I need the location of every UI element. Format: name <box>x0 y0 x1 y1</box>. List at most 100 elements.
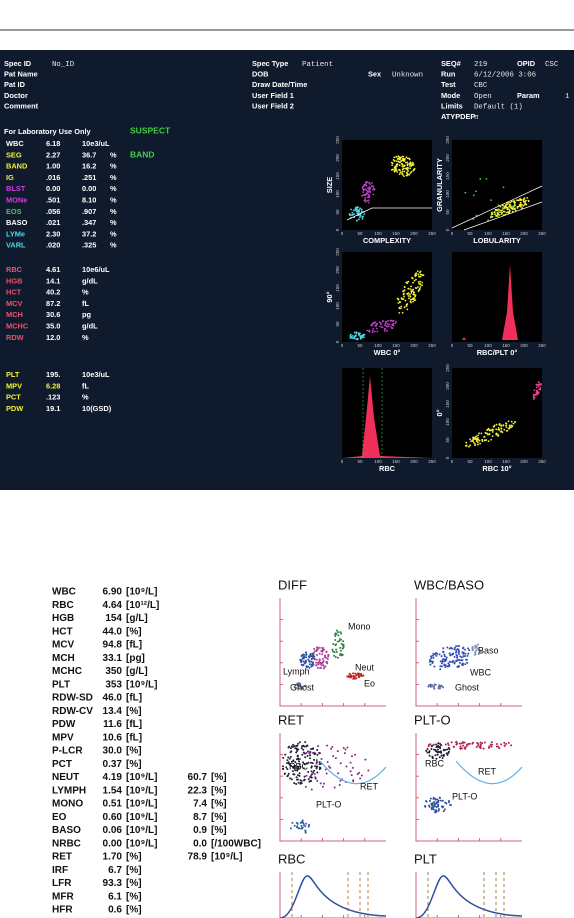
scatter-dot <box>436 753 439 756</box>
scatter-dot <box>419 286 422 288</box>
scatter-dot <box>412 297 415 300</box>
scatter-dot <box>365 184 368 187</box>
scatter-dot <box>335 650 338 653</box>
scatter-dot <box>399 171 402 174</box>
gate-line <box>346 207 432 221</box>
result-unit: [%] <box>126 626 142 637</box>
scatter-dot <box>303 824 306 827</box>
scatter-dot <box>533 389 536 392</box>
scatter-dot <box>293 745 296 748</box>
scatter-dot <box>353 331 356 334</box>
scatter-dot <box>475 645 478 648</box>
x-tick-label: 0 <box>451 459 454 464</box>
scatter-dot <box>519 205 522 208</box>
scatter-dot <box>304 785 307 788</box>
scatter-dot <box>335 648 338 651</box>
scatter-dot <box>342 647 345 650</box>
plot-area <box>452 368 542 458</box>
scatter-dot <box>306 754 309 757</box>
scatter-dot <box>445 752 448 755</box>
scatter-dot <box>393 166 396 169</box>
scatter-dot <box>430 747 433 750</box>
scatter-dot <box>351 755 354 758</box>
plot-area <box>342 140 432 230</box>
scatter-dot <box>410 290 413 293</box>
result-percent: 0.00 <box>82 184 96 193</box>
scatter-dot <box>373 330 376 333</box>
scatter-dot <box>478 432 480 435</box>
scatter-dot <box>297 742 300 745</box>
scatter-dot <box>352 780 355 783</box>
scatter-dot <box>364 199 367 202</box>
y-axis-label: SIZE <box>325 177 334 193</box>
result-unit: % <box>110 162 117 171</box>
field-value: 6/12/2006 3:06 <box>474 72 536 80</box>
x-axis-label: RBC/PLT 0° <box>477 348 518 357</box>
plot-area <box>342 368 432 458</box>
scatter-dot <box>431 660 434 663</box>
result-name: HFR <box>52 905 73 916</box>
y-tick-label: 150 <box>335 284 340 292</box>
scatter-dot <box>299 684 302 687</box>
scatter-dot <box>313 647 316 650</box>
scatter-dot <box>407 294 410 297</box>
scatter-dot <box>406 164 409 167</box>
scatter-dot <box>298 827 301 830</box>
scatter-dot <box>474 650 477 653</box>
scatter-dot <box>322 648 325 651</box>
scatter-dot <box>511 207 513 210</box>
y-tick-label: 100 <box>335 302 340 310</box>
scatter-dot <box>474 436 477 439</box>
scatter-dot <box>537 391 540 394</box>
annotation: PLT-O <box>316 799 341 809</box>
scatter-dot <box>409 171 412 174</box>
scatter-dot <box>365 189 368 191</box>
scatter-dot <box>289 777 292 780</box>
scatter-dot <box>360 774 363 777</box>
scatter-dot <box>466 661 469 664</box>
result-name: HGB <box>6 276 22 285</box>
scatter-dot <box>294 747 297 750</box>
scatter-dot <box>295 826 298 829</box>
x-tick-label: 100 <box>374 459 382 464</box>
scatter-dot <box>301 753 304 756</box>
result-value: 44.0 <box>103 626 123 637</box>
scatter-dot <box>384 322 387 325</box>
scatter-dot <box>540 382 542 385</box>
scatter-dot <box>310 788 313 791</box>
scatter-dot <box>357 209 360 212</box>
scatter-dot <box>457 644 460 647</box>
scatter-dot <box>363 185 365 187</box>
scatter-dot <box>385 325 388 327</box>
scatter-dot <box>302 751 305 754</box>
result-name: MCHC <box>52 666 82 677</box>
scatter-dot <box>474 444 476 447</box>
scatter-dot <box>364 194 367 196</box>
scatter-dot <box>346 746 349 749</box>
scatter-dot <box>363 213 366 215</box>
scatter-dot <box>395 160 398 163</box>
scatter-dot <box>308 663 311 666</box>
scatter-dot <box>309 776 312 779</box>
scatter-dot <box>297 766 300 769</box>
scatter-dot <box>340 632 343 635</box>
scatter-dot <box>440 684 443 687</box>
result-value: .501 <box>46 195 60 204</box>
scatter-dot <box>315 762 318 765</box>
field-value: Default (1) <box>474 103 523 111</box>
x-tick-label: 50 <box>467 343 473 348</box>
scatter-dot <box>371 331 374 334</box>
result-name: WBC <box>6 139 24 148</box>
x-tick-label: 200 <box>520 459 528 464</box>
scatter-dot <box>316 779 319 782</box>
scatter-dot <box>403 295 405 298</box>
scatter-dot <box>441 756 444 759</box>
scatter-dot <box>400 156 403 159</box>
scatter-dot <box>308 780 311 783</box>
scatter-dot <box>413 279 416 282</box>
scatter-dot <box>505 426 508 429</box>
scatter-dot <box>316 771 319 774</box>
scatter-dot <box>296 769 299 772</box>
